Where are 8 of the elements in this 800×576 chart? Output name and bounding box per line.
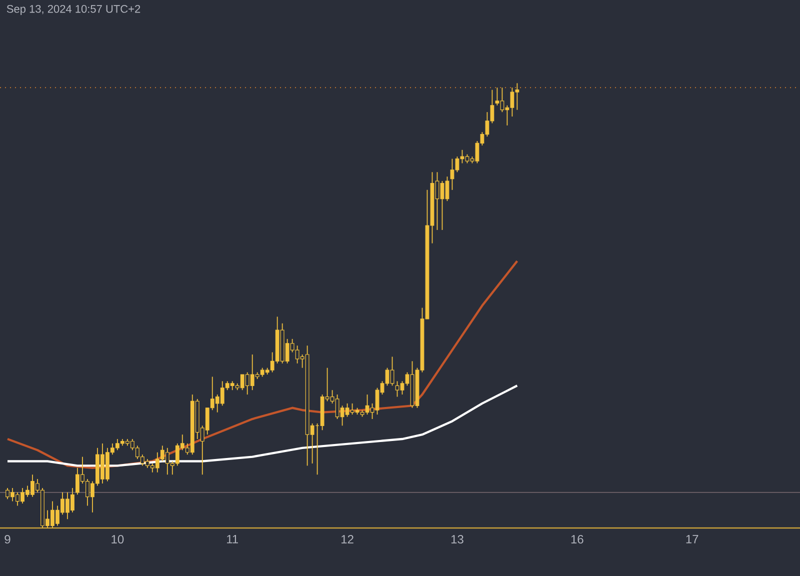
x-tick-label: 10 (112, 535, 124, 544)
x-tick-label: 13 (451, 535, 464, 544)
text: Sep 13, 2024 10:57 UTC+2 (6, 5, 140, 15)
x-tick-label: 9 (4, 535, 10, 544)
x-tick-label: 11 (227, 535, 238, 544)
x-tick-label: 16 (571, 535, 584, 544)
x-tick-label: 12 (342, 535, 354, 544)
x-tick-label: 17 (686, 535, 698, 544)
